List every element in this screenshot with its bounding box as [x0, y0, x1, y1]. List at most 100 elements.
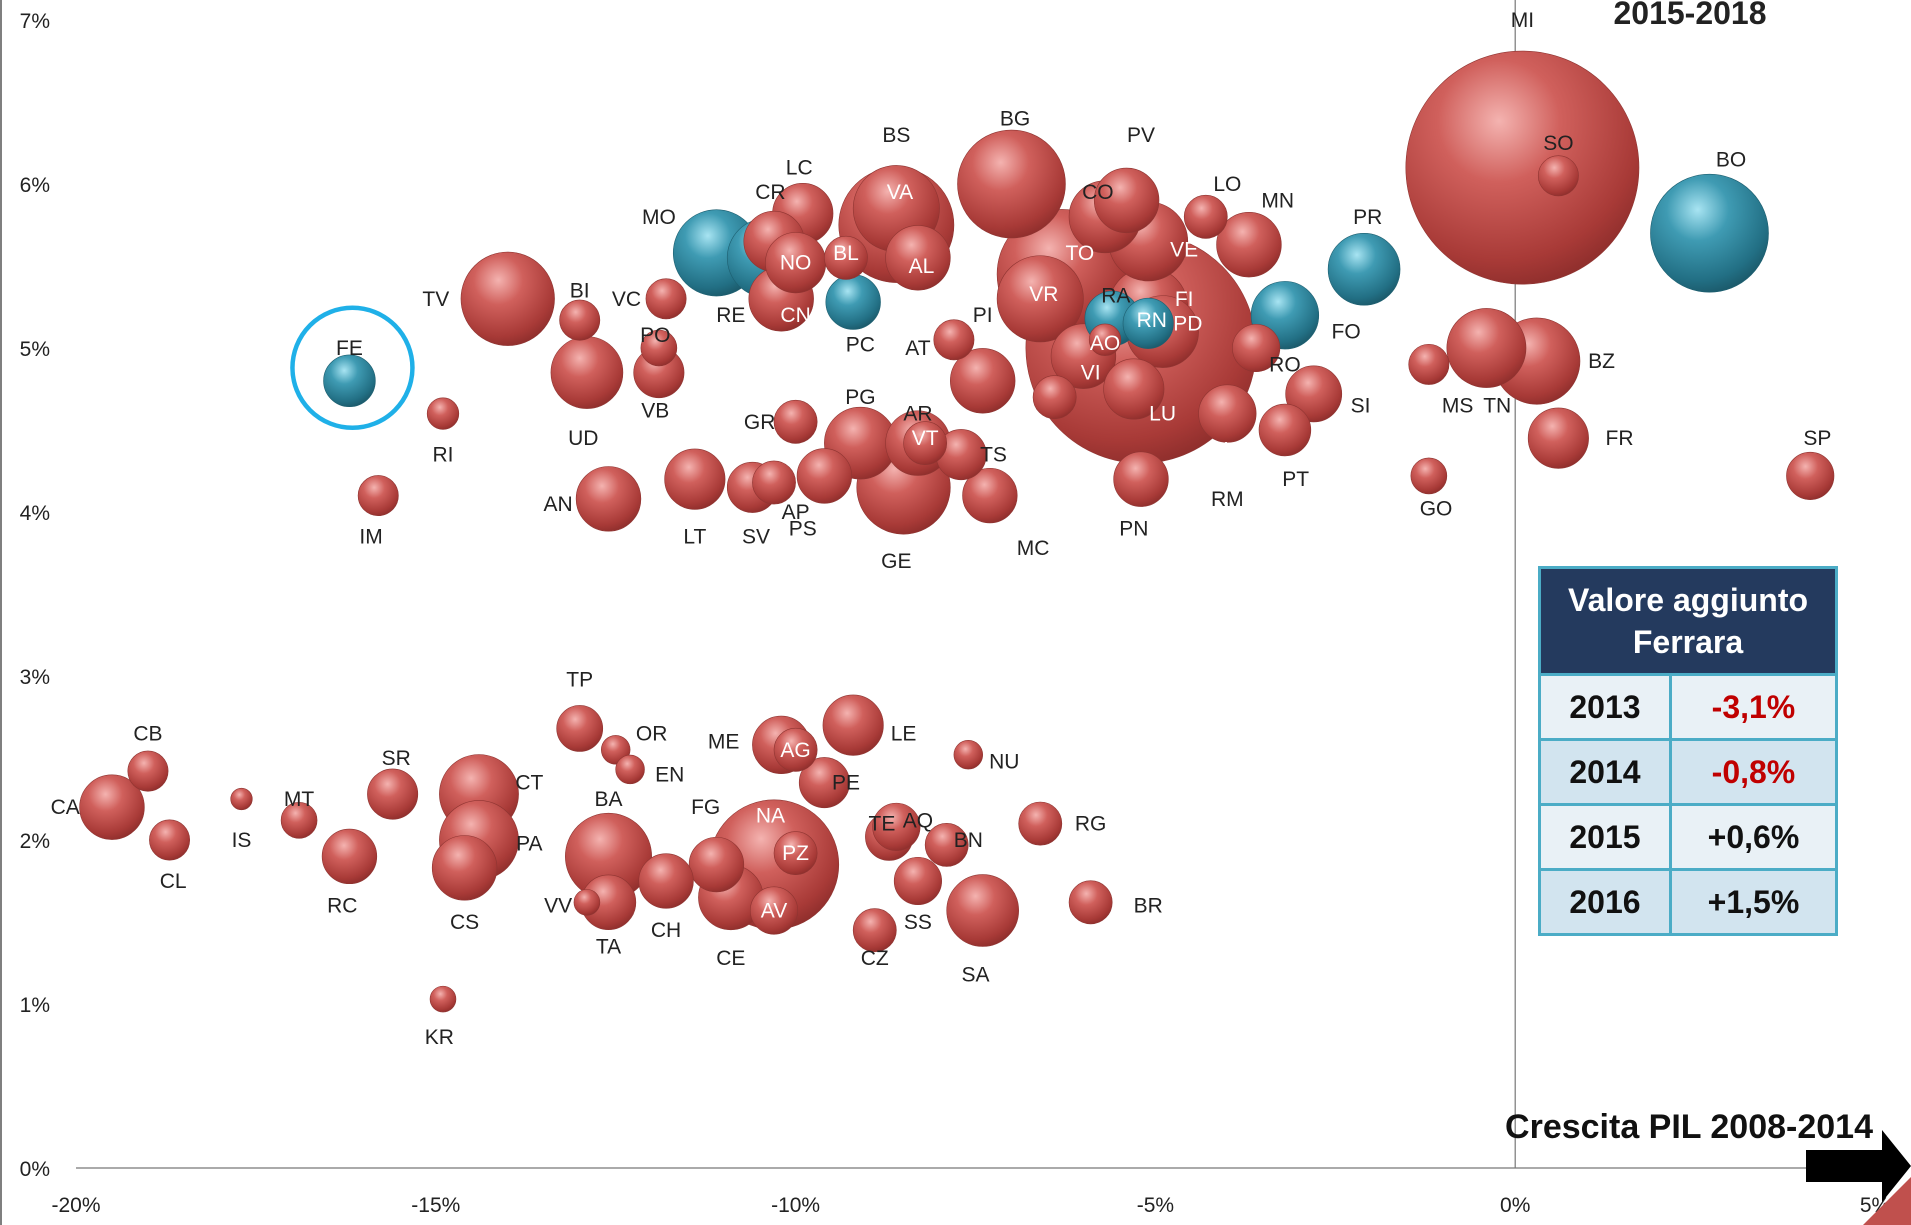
bubble-label: VE [1170, 239, 1198, 262]
bubble-label: PS [789, 517, 817, 540]
x-axis-title: Crescita PIL 2008-2014 [1505, 1108, 1873, 1146]
y-tick-label: 3% [20, 666, 50, 689]
bubble-mt [280, 802, 318, 839]
table-year: 2014 [1538, 738, 1672, 806]
bubble-label: VR [1029, 283, 1058, 306]
bubble-label: CS [450, 911, 479, 934]
bubble-ms [1408, 343, 1450, 385]
y-tick-label: 6% [20, 174, 50, 197]
bubble-label: CE [716, 947, 745, 970]
bubble-bn [924, 823, 969, 867]
bubble-ao [1088, 323, 1122, 356]
bubble-ap [752, 460, 796, 505]
bubble-al [885, 225, 951, 291]
bubble-cs [431, 835, 498, 901]
bubble-label: BL [833, 242, 859, 265]
bubble-label: AV [761, 900, 787, 923]
bubble-ps [796, 448, 853, 504]
bubble-label: OR [636, 722, 668, 745]
bubble-label: CB [133, 722, 162, 745]
bubble-label: SO [1543, 132, 1573, 155]
bubble-sp [1786, 451, 1835, 500]
table-year: 2016 [1538, 868, 1672, 936]
bubble-is [230, 787, 253, 811]
bubble-label: MI [1511, 9, 1534, 32]
bubble-label: RG [1075, 813, 1107, 836]
bubble-label: CR [755, 181, 785, 204]
bubble-label: TO [1065, 242, 1094, 265]
bubble-label: FG [691, 796, 720, 819]
bubble-vc [645, 278, 687, 320]
bubble-label: FO [1332, 321, 1361, 344]
bubble-label: SA [961, 963, 989, 986]
bubble-label: CT [515, 772, 543, 795]
bubble-cb [127, 750, 169, 792]
bubble-label: BO [1716, 148, 1746, 171]
bubble-label: MO [642, 206, 676, 229]
bubble-br [1068, 880, 1113, 925]
bubble-fe [323, 354, 376, 408]
bubble-fg [688, 836, 745, 893]
bubble-label: LT [683, 526, 706, 549]
bubble-at [933, 319, 975, 361]
bubble-mi [1405, 50, 1640, 285]
bubble-pe [798, 757, 850, 809]
bubble-label: LI [1211, 439, 1229, 462]
y-tick-label: 7% [20, 10, 50, 33]
table-year: 2015 [1538, 803, 1672, 871]
bubble-rc [321, 828, 378, 885]
bubble-label: LO [1213, 173, 1241, 196]
table-header: Valore aggiunto Ferrara [1538, 566, 1838, 676]
bubble-label: MN [1261, 189, 1294, 212]
bubble-vr [996, 255, 1084, 343]
bubble-pr [1327, 233, 1401, 306]
bubble-le [822, 694, 884, 756]
table-value: +1,5% [1668, 868, 1839, 936]
bubble-label: CL [160, 870, 187, 893]
bubble-label: RM [1211, 488, 1244, 511]
bubble-cl [149, 819, 190, 861]
x-tick-label: -5% [1137, 1194, 1174, 1217]
bubble-label: RE [716, 304, 745, 327]
bubble-label: AN [544, 493, 573, 516]
bubble-fr [1527, 407, 1589, 469]
bubble-label: SV [742, 526, 770, 549]
bubble-label: TR [1044, 435, 1072, 458]
bubble-label: FI [1175, 288, 1194, 311]
bubble-kr [429, 985, 457, 1013]
bubble-pn [1113, 451, 1169, 507]
bubble-vt [903, 421, 948, 466]
bubble-pv [1093, 167, 1160, 234]
bubble-ag [773, 727, 818, 772]
bubble-label: AP [782, 501, 810, 524]
bubble-label: RA [1101, 285, 1130, 308]
table-row: 2013 -3,1% [1538, 673, 1839, 741]
bubble-label: RN [1137, 309, 1167, 332]
bubble-label: SS [904, 911, 932, 934]
bubble-ca [79, 774, 145, 840]
bubble-label: GR [744, 411, 776, 434]
bubble-label: LC [786, 157, 813, 180]
chart-decorations: 2015-2018 Crescita PIL 2008-2014 [1505, 0, 1911, 1225]
bubble-pc [825, 274, 881, 330]
bubble-label: PT [1282, 468, 1309, 491]
bubble-pi [950, 348, 1016, 414]
bubble-label: RC [327, 895, 357, 918]
bubble-so [1537, 155, 1579, 197]
bubble-label: AL [909, 255, 935, 278]
bubble-label: PG [845, 386, 875, 409]
bubble-label: CN [780, 304, 810, 327]
bubble-label: IM [359, 526, 382, 549]
table-header-row: Valore aggiunto Ferrara [1538, 566, 1838, 676]
bubble-label: TE [869, 813, 896, 836]
bubble-label: BS [882, 124, 910, 147]
bubble-label: NA [756, 804, 785, 827]
bubble-li [1198, 384, 1257, 443]
table-row: 2014 -0,8% [1538, 738, 1839, 806]
bubble-label: BA [594, 788, 622, 811]
bubble-lo [1183, 194, 1228, 239]
bubble-ch [638, 853, 694, 909]
bubble-label: VA [887, 181, 913, 204]
x-tick-label: -10% [771, 1194, 820, 1217]
